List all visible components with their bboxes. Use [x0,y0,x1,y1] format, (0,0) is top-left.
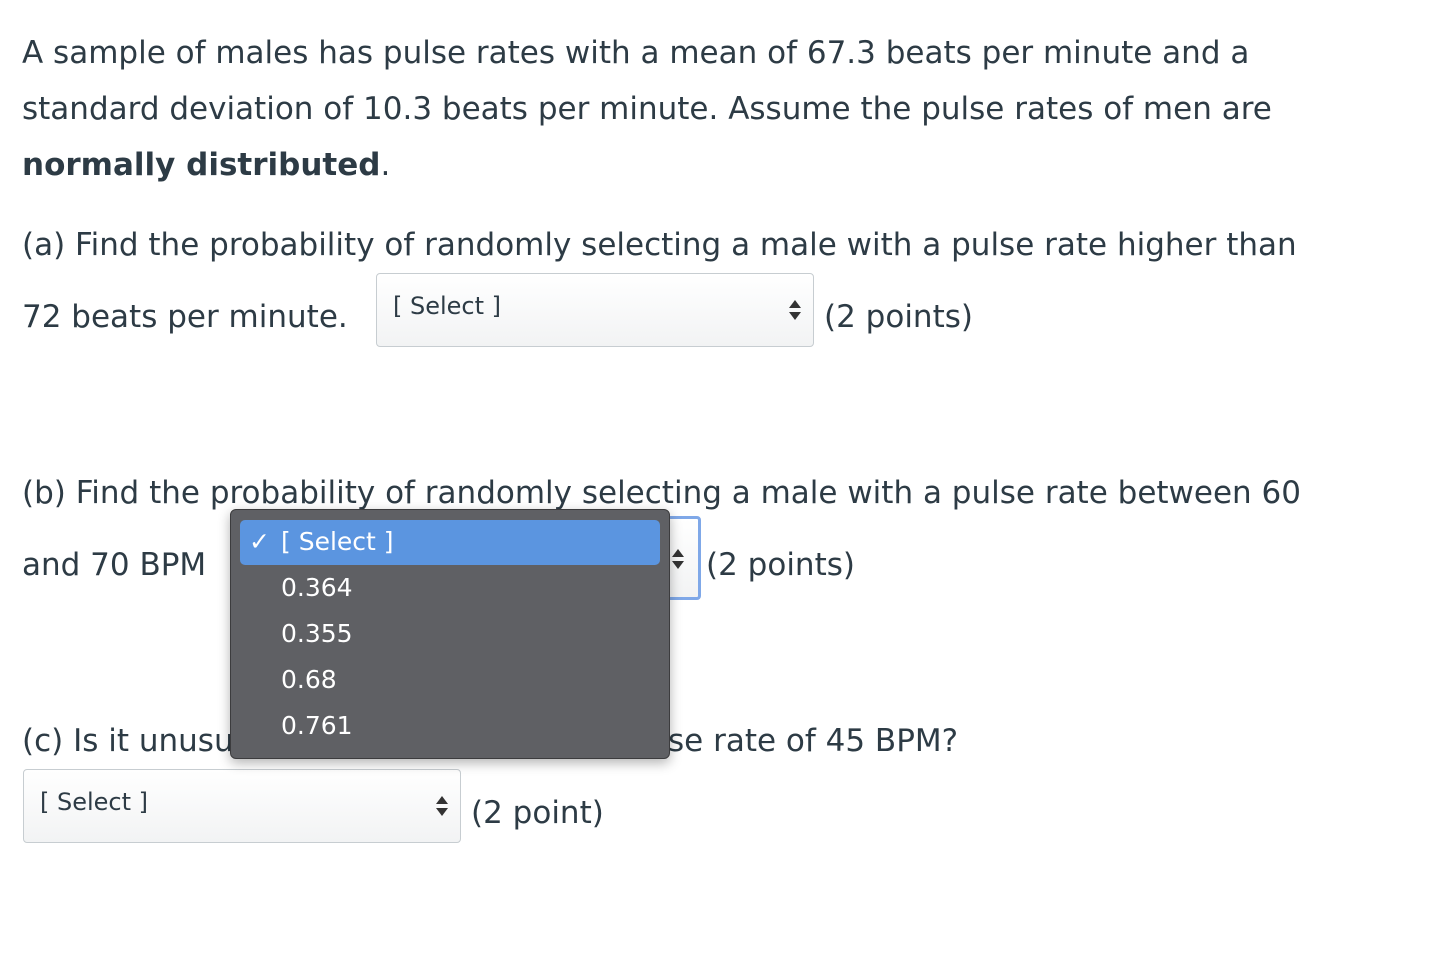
select-arrow [672,549,684,569]
question-c: se rate of 45 BPM? [668,723,959,759]
highlight [240,520,660,565]
points-c: (2 point) [471,795,604,831]
intro-end: . [380,147,391,183]
question-b: and 70 BPM [22,547,207,583]
bold-text: normally distributed [22,147,381,183]
dropdown-option[interactable]: 0.68 [281,665,337,694]
points-b: (2 points) [706,547,855,583]
dropdown-option[interactable]: [ Select ] [281,527,394,556]
dropdown-option[interactable]: 0.355 [281,619,353,648]
select-arrow [436,796,448,816]
intro-line: normally distributed. [22,145,390,185]
select-a[interactable]: [ Select ] [376,273,814,347]
check-mark: ✓ [249,527,270,556]
intro-line: A sample of males has pulse rates with a… [22,35,1250,71]
points-a: (2 points) [824,299,973,335]
intro-line: standard deviation of 10.3 beats per min… [22,91,1272,127]
question-a: 72 beats per minute. [22,299,348,335]
select-label: [ Select ] [40,788,149,816]
question-c: (c) Is it unusu [22,723,234,759]
select-arrow [789,300,801,320]
dropdown-option[interactable]: 0.364 [281,573,353,602]
select-label: [ Select ] [393,292,502,320]
dropdown-option[interactable]: 0.761 [281,711,353,740]
question-a: (a) Find the probability of randomly sel… [22,227,1297,263]
question-b: (b) Find the probability of randomly sel… [22,475,1301,511]
dropdown-menu: ✓ [ Select ] 0.364 0.355 0.68 0.761 [230,509,670,759]
select-c[interactable]: [ Select ] [23,769,461,843]
